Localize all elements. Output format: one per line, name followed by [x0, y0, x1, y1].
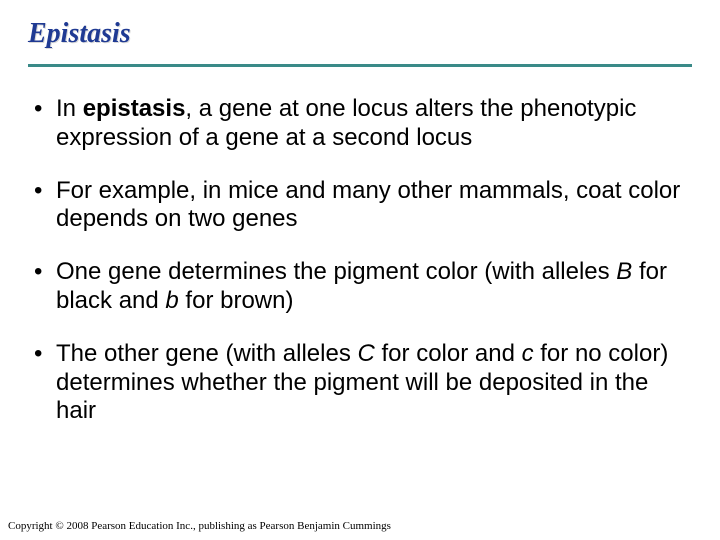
text-segment: In: [56, 95, 83, 122]
bullet-item: In epistasis, a gene at one locus alters…: [32, 95, 692, 153]
bullet-list: In epistasis, a gene at one locus alters…: [28, 95, 692, 426]
text-segment: for brown): [179, 287, 294, 314]
bullet-item: One gene determines the pigment color (w…: [32, 258, 692, 316]
bullet-item: The other gene (with alleles C for color…: [32, 340, 692, 426]
text-segment: epistasis: [83, 95, 186, 122]
bullet-item: For example, in mice and many other mamm…: [32, 177, 692, 235]
text-segment: c: [522, 340, 534, 367]
text-segment: b: [165, 287, 178, 314]
text-segment: C: [358, 340, 375, 367]
text-segment: B: [616, 258, 632, 285]
text-segment: For example, in mice and many other mamm…: [56, 177, 680, 233]
copyright-line: Copyright © 2008 Pearson Education Inc.,…: [8, 520, 391, 532]
text-segment: The other gene (with alleles: [56, 340, 358, 367]
title-rule: [28, 64, 692, 67]
text-segment: for color and: [375, 340, 522, 367]
slide-title: Epistasis: [28, 18, 692, 50]
text-segment: One gene determines the pigment color (w…: [56, 258, 616, 285]
